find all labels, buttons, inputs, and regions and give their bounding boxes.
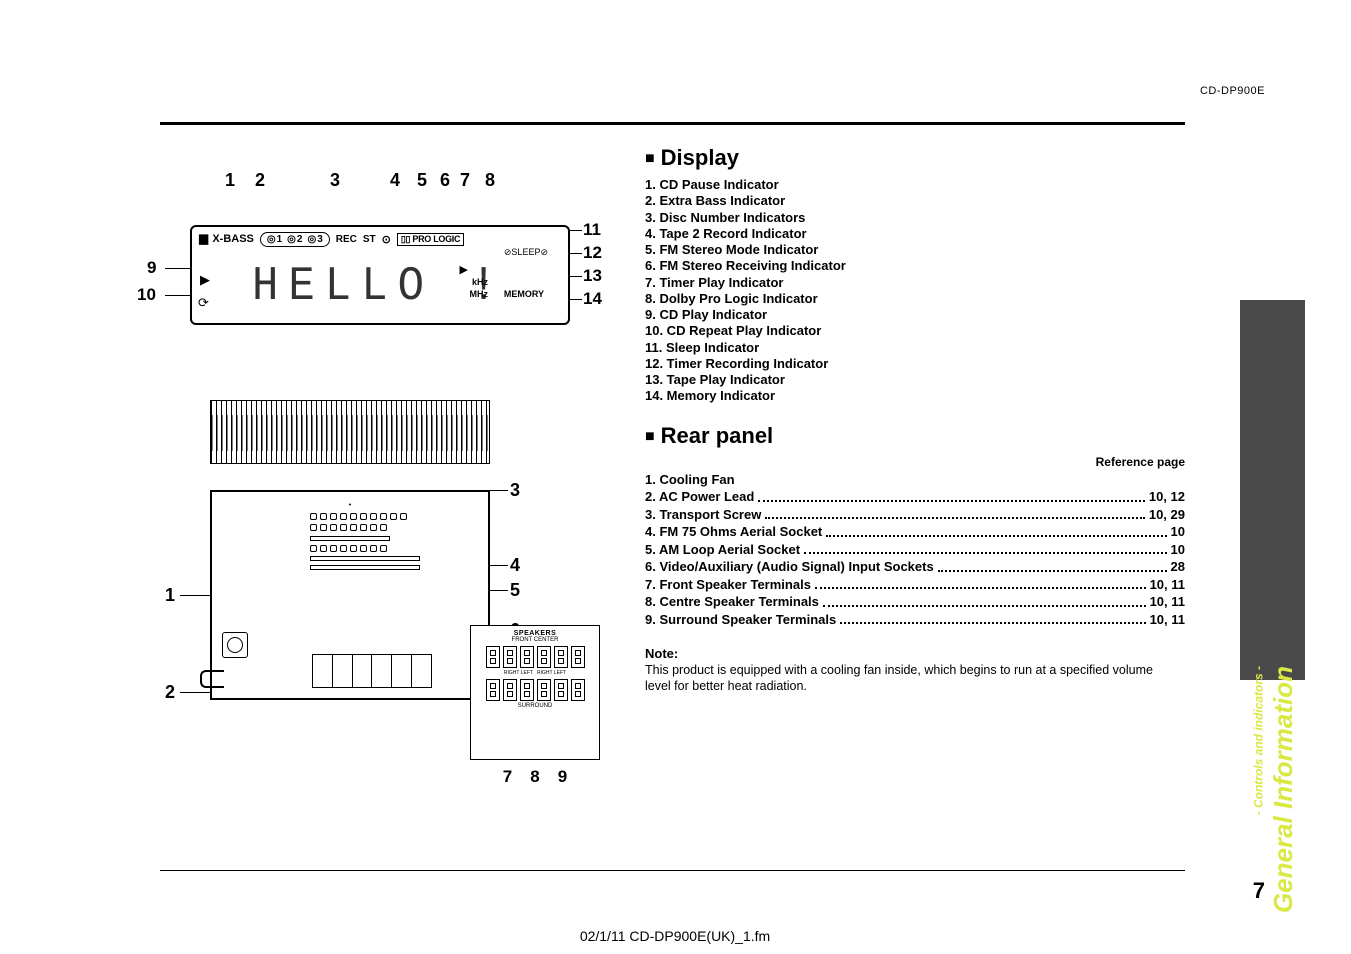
footer-stamp: 02/1/11 CD-DP900E(UK)_1.fm bbox=[580, 928, 770, 944]
zoom-row2-label: SURROUND bbox=[471, 703, 599, 709]
rear-callout-5: 5 bbox=[510, 580, 520, 601]
list-item: 6. Video/Auxiliary (Audio Signal) Input … bbox=[645, 558, 1185, 576]
rec-label: REC bbox=[336, 234, 357, 245]
list-item: 12. Timer Recording Indicator bbox=[645, 356, 1185, 372]
model-number: CD-DP900E bbox=[1200, 85, 1265, 97]
reference-page-label: Reference page bbox=[645, 455, 1185, 469]
callout-13: 13 bbox=[583, 266, 602, 286]
rear-callout-4: 4 bbox=[510, 555, 520, 576]
top-rule bbox=[160, 122, 1185, 125]
list-item: 3. Disc Number Indicators bbox=[645, 210, 1185, 226]
display-heading: ■Display bbox=[645, 145, 1185, 171]
list-item: 9. Surround Speaker Terminals10, 11 bbox=[645, 611, 1185, 629]
mhz-label: MHz bbox=[470, 289, 489, 299]
list-item: 7. Front Speaker Terminals10, 11 bbox=[645, 576, 1185, 594]
rear-callout-2: 2 bbox=[165, 682, 175, 703]
lcd-top-row: ▮▮ X-BASS 1 2 3 REC ST ⊙ ▯▯ PRO LOGIC bbox=[198, 231, 464, 247]
note-heading: Note: bbox=[645, 646, 1185, 661]
callout-2: 2 bbox=[255, 170, 265, 191]
rear-panel-heading: ■Rear panel bbox=[645, 423, 1185, 449]
callout-11: 11 bbox=[583, 220, 601, 240]
text-column: ■Display 1. CD Pause Indicator 2. Extra … bbox=[645, 145, 1185, 695]
callout-14: 14 bbox=[583, 289, 602, 309]
khz-label: kHz bbox=[472, 277, 488, 287]
list-item: 6. FM Stereo Receiving Indicator bbox=[645, 258, 1185, 274]
list-item: 14. Memory Indicator bbox=[645, 388, 1185, 404]
st-label: ST bbox=[363, 234, 376, 245]
callout-5: 5 bbox=[417, 170, 427, 191]
disc-indicators: 1 2 3 bbox=[260, 232, 330, 247]
list-item: 11. Sleep Indicator bbox=[645, 340, 1185, 356]
display-diagram: 1 2 3 4 5 6 7 8 ▮▮ X-BASS 1 2 3 REC ST ⊙… bbox=[165, 170, 585, 370]
rear-item-list: 1. Cooling Fan 2. AC Power Lead10, 12 3.… bbox=[645, 471, 1185, 629]
fan-icon bbox=[222, 632, 248, 658]
list-item: 1. Cooling Fan bbox=[645, 471, 1185, 489]
zoom-title: SPEAKERS bbox=[471, 630, 599, 637]
sleep-label: ⊘SLEEP⊘ bbox=[504, 247, 548, 258]
section-tab: General Information - Controls and indic… bbox=[1240, 300, 1305, 680]
dolby-label: ▯▯ PRO LOGIC bbox=[397, 233, 464, 246]
list-item: 4. FM 75 Ohms Aerial Socket10 bbox=[645, 523, 1185, 541]
heatsink-icon bbox=[210, 400, 490, 464]
rear-panel-diagram: • 1 2 3 4 5 6 SPEAKERS FRONT CENTER bbox=[165, 400, 585, 820]
callout-9: 9 bbox=[147, 258, 156, 278]
pause-icon: ▮▮ bbox=[198, 231, 206, 247]
page: CD-DP900E 1 2 3 4 5 6 7 8 ▮▮ X-BASS 1 2 … bbox=[85, 30, 1265, 930]
power-cord-icon bbox=[200, 670, 224, 688]
callout-6: 6 bbox=[440, 170, 450, 191]
xbass-label: X-BASS bbox=[212, 233, 254, 245]
list-item: 8. Centre Speaker Terminals10, 11 bbox=[645, 593, 1185, 611]
list-item: 3. Transport Screw10, 29 bbox=[645, 506, 1185, 524]
rear-callout-1: 1 bbox=[165, 585, 175, 606]
callout-8: 8 bbox=[485, 170, 495, 191]
play-icon: ▶ bbox=[200, 272, 210, 288]
list-item: 1. CD Pause Indicator bbox=[645, 177, 1185, 193]
rear-panel-box: • bbox=[210, 490, 490, 700]
list-item: 2. Extra Bass Indicator bbox=[645, 193, 1185, 209]
callout-7: 7 bbox=[460, 170, 470, 191]
lcd-panel: ▮▮ X-BASS 1 2 3 REC ST ⊙ ▯▯ PRO LOGIC ⊘S… bbox=[190, 225, 570, 325]
list-item: 8. Dolby Pro Logic Indicator bbox=[645, 291, 1185, 307]
lcd-main-text: HELLO ! bbox=[252, 260, 507, 315]
callout-10: 10 bbox=[137, 285, 156, 305]
list-item: 2. AC Power Lead10, 12 bbox=[645, 488, 1185, 506]
page-number: 7 bbox=[1253, 878, 1265, 904]
tuned-icon: ⊙ bbox=[382, 233, 391, 246]
zoom-row1-label: FRONT CENTER bbox=[471, 637, 599, 643]
list-item: 7. Timer Play Indicator bbox=[645, 275, 1185, 291]
speaker-terminals-icon bbox=[312, 654, 432, 688]
note-body: This product is equipped with a cooling … bbox=[645, 663, 1165, 694]
list-item: 9. CD Play Indicator bbox=[645, 307, 1185, 323]
section-tab-title: General Information bbox=[1268, 666, 1299, 913]
bottom-rule bbox=[160, 870, 1185, 871]
list-item: 4. Tape 2 Record Indicator bbox=[645, 226, 1185, 242]
memory-label: MEMORY bbox=[504, 289, 544, 299]
callout-3: 3 bbox=[330, 170, 340, 191]
list-item: 10. CD Repeat Play Indicator bbox=[645, 323, 1185, 339]
callout-1: 1 bbox=[225, 170, 235, 191]
callout-12: 12 bbox=[583, 243, 602, 263]
zoom-callout-numbers: 7 8 9 bbox=[471, 767, 599, 787]
speaker-terminals-zoom: SPEAKERS FRONT CENTER RIGHT LEFT RIGHT L… bbox=[470, 625, 600, 760]
callout-4: 4 bbox=[390, 170, 400, 191]
display-item-list: 1. CD Pause Indicator 2. Extra Bass Indi… bbox=[645, 177, 1185, 405]
rear-callout-3: 3 bbox=[510, 480, 520, 501]
section-tab-subtitle: - Controls and indicators - bbox=[1251, 666, 1265, 815]
list-item: 13. Tape Play Indicator bbox=[645, 372, 1185, 388]
list-item: 5. AM Loop Aerial Socket10 bbox=[645, 541, 1185, 559]
list-item: 5. FM Stereo Mode Indicator bbox=[645, 242, 1185, 258]
repeat-icon: ⟳ bbox=[198, 295, 209, 311]
